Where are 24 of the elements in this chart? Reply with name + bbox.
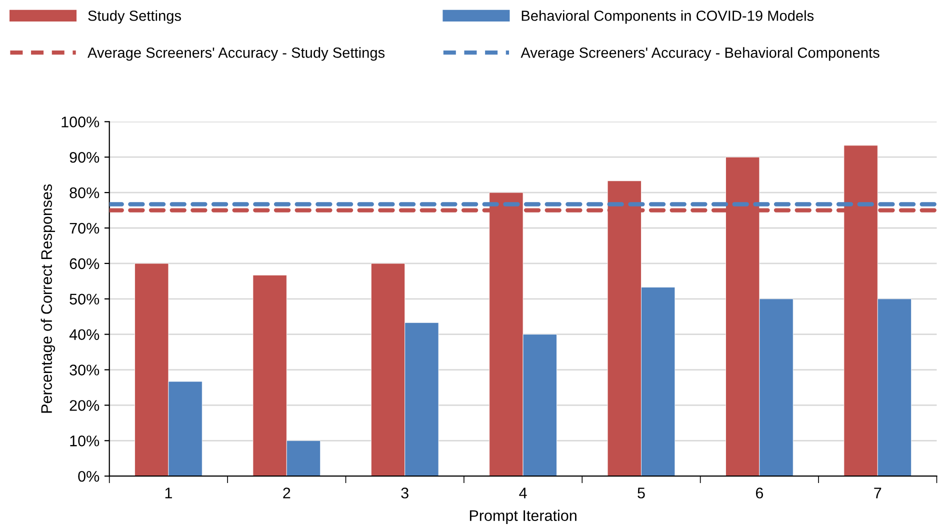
x-tick-label: 2	[283, 488, 290, 498]
legend-label: Average Screeners' Accuracy - Behavioral Components	[520, 47, 880, 61]
legend-label: Behavioral Components in COVID-19 Models	[522, 10, 814, 24]
y-tick-label: 100%	[62, 116, 100, 128]
y-tick-label: 80%	[70, 187, 100, 198]
legend-label: Average Screeners' Accuracy - Study Settings	[88, 47, 385, 61]
y-tick-label: 90%	[70, 152, 100, 163]
y-tick-label: 30%	[70, 364, 100, 376]
x-tick-label: 5	[638, 488, 645, 498]
y-tick-label: 50%	[70, 294, 100, 305]
x-tick-label: 4	[519, 488, 527, 498]
y-tick-label: 40%	[69, 329, 100, 340]
legend-label: Study Settings	[88, 10, 182, 24]
y-tick-label: 0%	[78, 470, 100, 482]
y-tick-label: 70%	[70, 222, 100, 234]
x-tick-label: 1	[165, 488, 172, 498]
x-tick-label: 3	[401, 488, 408, 498]
x-tick-label: 7	[874, 488, 882, 498]
y-tick-label: 10%	[70, 436, 100, 446]
x-axis-title: Prompt Iteration	[470, 510, 576, 524]
y-tick-label: 20%	[70, 400, 100, 411]
y-axis-title: Percentage of Correct Responses	[40, 184, 56, 413]
y-tick-label: 60%	[70, 258, 100, 270]
x-tick-label: 6	[756, 488, 764, 498]
